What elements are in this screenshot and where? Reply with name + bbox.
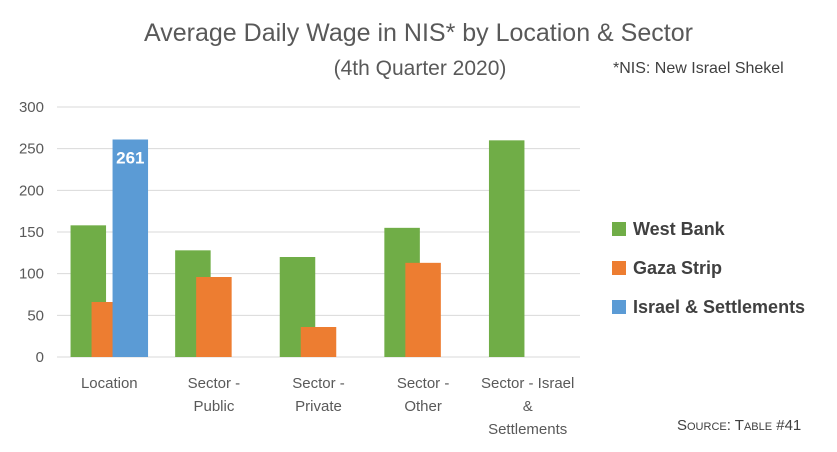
currency-footnote: *NIS: New Israel Shekel <box>613 60 784 77</box>
bar <box>112 139 149 357</box>
category-label: Settlements <box>488 421 567 438</box>
category-label: Sector - <box>188 375 241 392</box>
bars: 261 <box>70 139 525 357</box>
y-tick-label: 150 <box>19 224 44 241</box>
legend-label: Israel & Settlements <box>633 297 805 317</box>
legend: West Bank Gaza Strip Israel & Settlements <box>612 219 805 317</box>
chart-subtitle: (4th Quarter 2020) <box>333 57 507 80</box>
legend-label: West Bank <box>633 219 726 239</box>
category-label: Other <box>404 398 442 415</box>
bar <box>196 277 232 357</box>
chart-title: Average Daily Wage in NIS* by Location &… <box>144 19 693 47</box>
y-tick-label: 50 <box>27 307 44 324</box>
bar <box>488 140 525 357</box>
y-tick-label: 100 <box>19 266 44 283</box>
category-label: Sector - <box>397 375 450 392</box>
y-tick-label: 300 <box>19 99 44 116</box>
y-tick-label: 0 <box>36 349 44 366</box>
category-label: Public <box>193 398 234 415</box>
bar <box>405 262 441 357</box>
legend-swatch <box>612 300 626 314</box>
axis-labels: 0 50 100 150 200 250 300 Location Sector - Public… <box>19 99 574 438</box>
legend-swatch <box>612 261 626 275</box>
y-tick-label: 250 <box>19 141 44 158</box>
category-label: & <box>523 398 533 415</box>
legend-swatch <box>612 222 626 236</box>
category-label: Private <box>295 398 342 415</box>
legend-label: Gaza Strip <box>633 258 722 278</box>
bar <box>300 327 337 357</box>
source-note: Source: Table #41 <box>677 417 802 434</box>
data-label: 261 <box>116 149 144 168</box>
category-label: Sector - <box>292 375 345 392</box>
category-label: Location <box>81 375 138 392</box>
category-label: Sector - Israel <box>481 375 574 392</box>
y-tick-label: 200 <box>19 182 44 199</box>
